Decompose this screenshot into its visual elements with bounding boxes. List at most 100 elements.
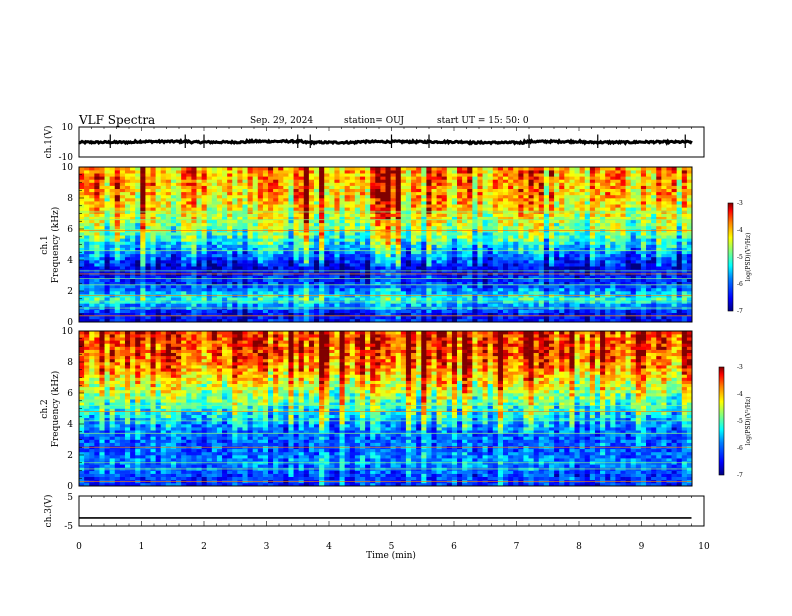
ch1-spec-cell <box>99 260 104 263</box>
ch1-spec-cell <box>145 316 150 319</box>
ch1-spec-cell <box>661 245 666 248</box>
ch1-spec-cell <box>248 251 253 254</box>
ch1-spec-cell <box>258 220 263 223</box>
ch1-spec-cell <box>380 254 385 257</box>
ch1-spec-cell <box>595 223 600 226</box>
ch1-spec-cell <box>411 207 416 210</box>
ch1-spec-cell <box>386 245 391 248</box>
ch1-spec-cell <box>283 238 288 241</box>
ch1-spec-cell <box>94 192 99 195</box>
ch1-spec-cell <box>554 260 559 263</box>
ch1-spec-cell <box>294 303 299 306</box>
ch1-spec-cell <box>120 204 125 207</box>
ch1-spec-cell <box>375 291 380 294</box>
ch1-spec-cell <box>646 266 651 269</box>
ch1-spec-cell <box>483 297 488 300</box>
ch1-spec-cell <box>99 232 104 235</box>
ch1-spec-cell <box>299 204 304 207</box>
ch1-spec-cell <box>309 245 314 248</box>
ch1-spec-cell <box>212 204 217 207</box>
ch1-spec-cell <box>232 254 237 257</box>
ch1-spec-cell <box>401 238 406 241</box>
ch1-spec-cell <box>396 310 401 313</box>
ch1-spec-cell <box>273 316 278 319</box>
ch1-spec-cell <box>518 291 523 294</box>
ch1-spec-cell <box>380 245 385 248</box>
ch1-spec-cell <box>125 245 130 248</box>
ch1-spec-cell <box>401 263 406 266</box>
ch1-spec-cell <box>442 198 447 201</box>
ch1-spec-cell <box>569 254 574 257</box>
ch1-spec-cell <box>620 245 625 248</box>
ch1-spec-cell <box>370 241 375 244</box>
ch1-spec-cell <box>569 201 574 204</box>
ch1-spec-cell <box>145 257 150 260</box>
ch1-spec-cell <box>227 195 232 198</box>
ch1-spec-cell <box>672 220 677 223</box>
ch1-spec-cell <box>396 263 401 266</box>
ch1-spec-cell <box>391 207 396 210</box>
ch1-spec-cell <box>442 310 447 313</box>
ch1-spec-cell <box>253 288 258 291</box>
ch1-spec-cell <box>477 254 482 257</box>
ch1-spec-cell <box>661 207 666 210</box>
ch1-spec-cell <box>580 303 585 306</box>
ch1-spec-cell <box>549 285 554 288</box>
ch1-spec-cell <box>375 254 380 257</box>
ch1-spec-cell <box>370 214 375 217</box>
ch1-spec-cell <box>651 235 656 238</box>
ch1-spec-cell <box>437 198 442 201</box>
ch1-spec-cell <box>227 316 232 319</box>
ch1-spec-cell <box>253 279 258 282</box>
ch1-spec-cell <box>181 297 186 300</box>
ch1-spec-cell <box>94 257 99 260</box>
ch1-spec-cell <box>677 201 682 204</box>
ch1-spec-cell <box>334 235 339 238</box>
ch1-spec-cell <box>94 241 99 244</box>
ch1-spec-cell <box>314 235 319 238</box>
ch1-spec-cell <box>191 214 196 217</box>
ch1-spec-cell <box>452 241 457 244</box>
ch1-spec-cell <box>196 195 201 198</box>
ch1-spec-cell <box>467 266 472 269</box>
ch1-spec-cell <box>401 260 406 263</box>
ch1-spec-cell <box>513 232 518 235</box>
ch1-spec-cell <box>151 297 156 300</box>
ch1-spec-cell <box>345 195 350 198</box>
ch1-spec-cell <box>672 257 677 260</box>
ch1-spec-cell <box>457 220 462 223</box>
ch1-spec-cell <box>508 238 513 241</box>
ch1-spec-cell <box>564 238 569 241</box>
ch1-spec-cell <box>145 220 150 223</box>
ch1-spec-cell <box>334 214 339 217</box>
ch1-spec-cell <box>115 223 120 226</box>
ch1-spec-cell <box>467 232 472 235</box>
ch1-spec-cell <box>534 214 539 217</box>
ch1-spec-cell <box>314 226 319 229</box>
ch1-spec-cell <box>472 257 477 260</box>
ch1-spec-cell <box>687 310 692 313</box>
ch1-spec-cell <box>416 279 421 282</box>
ch1-spec-cell <box>472 201 477 204</box>
ch1-spec-cell <box>452 254 457 257</box>
ch1-spec-cell <box>457 195 462 198</box>
ch1-spec-cell <box>677 310 682 313</box>
ch1-spec-cell <box>268 297 273 300</box>
ch1-spec-cell <box>227 288 232 291</box>
ch1-spec-cell <box>130 303 135 306</box>
ch1-spec-cell <box>340 195 345 198</box>
ch1-spec-cell <box>176 263 181 266</box>
ch1-spec-cell <box>498 297 503 300</box>
ch1-spec-cell <box>166 245 171 248</box>
ch1-spec-cell <box>253 266 258 269</box>
ch1-spec-cell <box>278 226 283 229</box>
ch1-spec-cell <box>84 251 89 254</box>
ch1-spec-cell <box>120 251 125 254</box>
ch1-spec-cell <box>151 266 156 269</box>
ch1-spec-cell <box>600 251 605 254</box>
ch1-spec-cell <box>539 260 544 263</box>
ch1-spec-cell <box>585 195 590 198</box>
ch1-spec-cell <box>156 241 161 244</box>
ch1-spec-cell <box>585 297 590 300</box>
ch1-spec-cell <box>283 223 288 226</box>
